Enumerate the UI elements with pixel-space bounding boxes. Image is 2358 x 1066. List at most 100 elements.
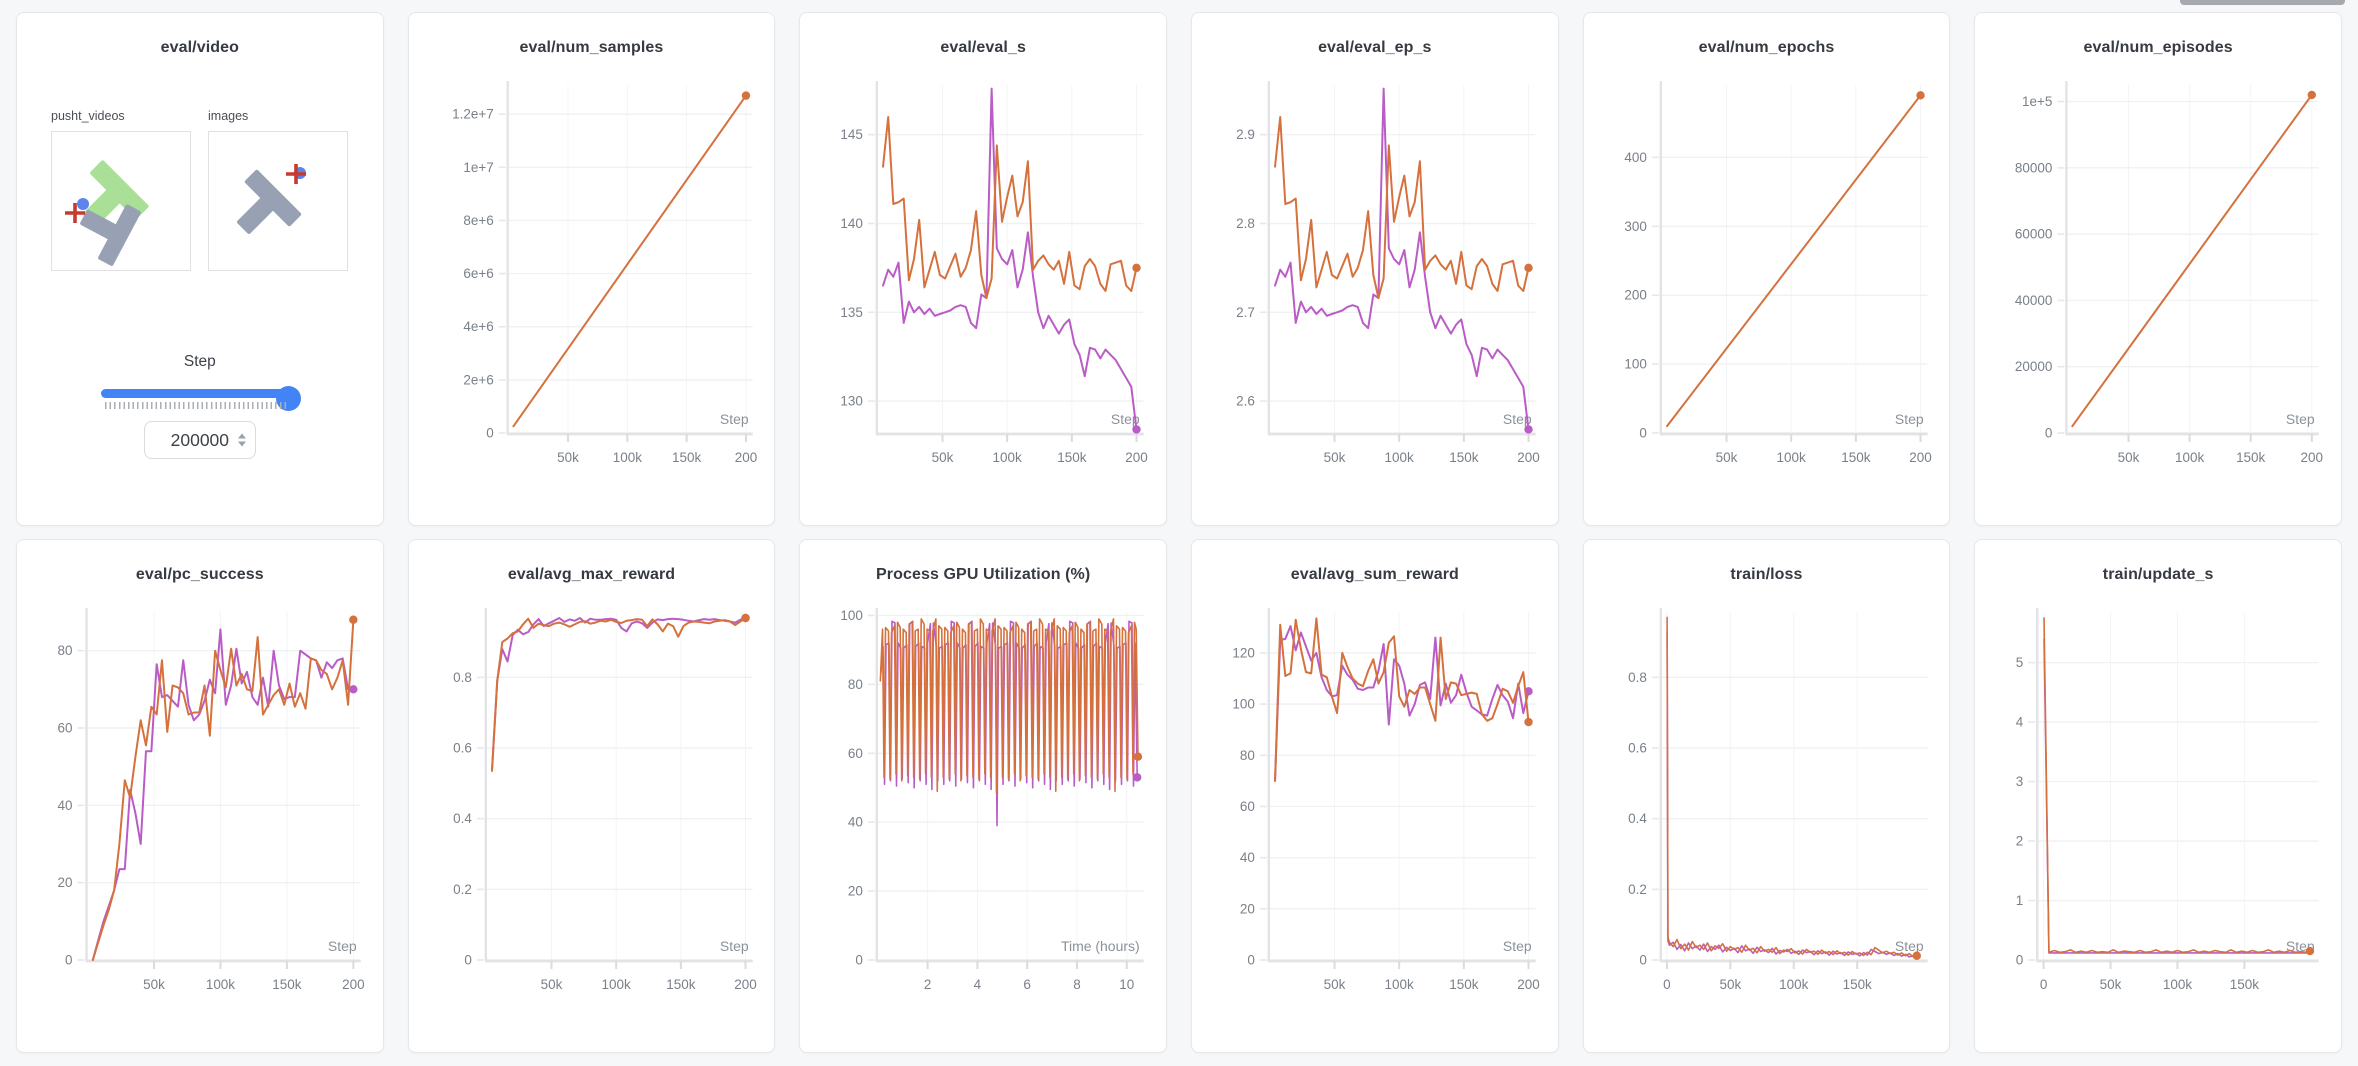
chart-process-gpu-utilization[interactable]: 0 20 40 60 80 100 2 4 6 8 10 Time (hours) xyxy=(800,588,1166,1040)
svg-text:Step: Step xyxy=(720,938,749,954)
svg-text:80: 80 xyxy=(848,677,863,692)
panel-eval-video: eval/video pusht_videos images xyxy=(16,12,384,526)
svg-text:20: 20 xyxy=(1240,901,1255,916)
svg-text:150k: 150k xyxy=(2236,450,2265,465)
chart-title: eval/avg_max_reward xyxy=(507,566,676,583)
svg-text:20: 20 xyxy=(58,875,73,890)
svg-text:Step: Step xyxy=(2286,411,2315,427)
stepper-down-icon[interactable] xyxy=(237,441,246,447)
svg-text:200: 200 xyxy=(1517,450,1539,465)
svg-text:Step: Step xyxy=(328,938,357,954)
svg-text:0.6: 0.6 xyxy=(1628,741,1647,756)
chart-title: train/update_s xyxy=(2102,566,2214,583)
chart-eval-eval-ep-s[interactable]: 2.6 2.7 2.8 2.9 50k 100k 150k 200 Step xyxy=(1192,61,1558,513)
svg-text:Step: Step xyxy=(1895,411,1924,427)
panel-eval-num-samples: eval/num_samples 0 2e+6 4e+6 6e+6 8e+6 1e+7 1.… xyxy=(407,12,776,526)
svg-text:50k: 50k xyxy=(540,977,562,992)
svg-text:150k: 150k xyxy=(1841,450,1870,465)
svg-text:5: 5 xyxy=(2016,655,2023,670)
chart-eval-num-samples[interactable]: 0 2e+6 4e+6 6e+6 8e+6 1e+7 1.2e+7 50k 100k 150k 20… xyxy=(409,61,775,513)
chart-eval-pc-success[interactable]: 0 20 40 60 80 50k 100k 150k 200 Step xyxy=(17,588,383,1040)
svg-text:2: 2 xyxy=(2016,834,2023,849)
svg-text:40: 40 xyxy=(848,815,863,830)
svg-text:80000: 80000 xyxy=(2015,160,2052,175)
chart-train-loss[interactable]: 0 0.2 0.4 0.6 0.8 0 50k 100k 150k Step xyxy=(1584,588,1950,1040)
svg-text:200: 200 xyxy=(1517,977,1539,992)
chart-eval-num-epochs[interactable]: 0 100 200 300 400 50k 100k 150k 200 Step xyxy=(1584,61,1950,513)
svg-text:0: 0 xyxy=(1247,952,1254,967)
svg-text:60: 60 xyxy=(58,720,73,735)
chart-title: eval/num_epochs xyxy=(1698,39,1835,56)
video-panel-title: eval/video xyxy=(160,39,240,56)
stepper-arrows[interactable] xyxy=(237,433,246,447)
svg-text:400: 400 xyxy=(1624,150,1646,165)
svg-text:50k: 50k xyxy=(1719,977,1741,992)
svg-text:40: 40 xyxy=(1240,850,1255,865)
svg-text:8: 8 xyxy=(1074,977,1081,992)
svg-text:0: 0 xyxy=(2016,952,2023,967)
chart-title: eval/num_samples xyxy=(519,39,664,56)
svg-text:150k: 150k xyxy=(672,450,701,465)
step-input-value: 200000 xyxy=(170,429,230,450)
svg-text:20000: 20000 xyxy=(2015,359,2052,374)
svg-text:60000: 60000 xyxy=(2015,227,2052,242)
images-thumbnail[interactable] xyxy=(208,131,348,271)
slider-tick-marks xyxy=(104,402,287,409)
svg-text:80: 80 xyxy=(58,643,73,658)
panel-eval-eval-ep-s: eval/eval_ep_s 2.6 2.7 2.8 2.9 50k 100k 150k 20… xyxy=(1190,12,1559,526)
svg-text:4: 4 xyxy=(974,977,982,992)
svg-text:0: 0 xyxy=(486,425,493,440)
stepper-up-icon[interactable] xyxy=(237,433,246,439)
svg-text:135: 135 xyxy=(841,305,863,320)
svg-text:50k: 50k xyxy=(143,977,165,992)
svg-text:200: 200 xyxy=(1126,450,1148,465)
pusht-video-thumbnail[interactable] xyxy=(51,131,191,271)
svg-text:60: 60 xyxy=(1240,799,1255,814)
svg-text:Step: Step xyxy=(1503,938,1532,954)
svg-text:100k: 100k xyxy=(1385,450,1414,465)
svg-text:100k: 100k xyxy=(1779,977,1808,992)
chart-eval-avg-sum-reward[interactable]: 0 20 40 60 80 100 120 50k 100k 150k 200 Step xyxy=(1192,588,1558,1040)
svg-text:200: 200 xyxy=(342,977,364,992)
svg-text:140: 140 xyxy=(841,216,863,231)
slider-track[interactable] xyxy=(100,385,301,411)
video-thumbnails: pusht_videos images xyxy=(17,109,383,309)
panel-eval-pc-success: eval/pc_success 0 20 40 60 80 50k 100k 150k 200 S… xyxy=(16,539,384,1053)
svg-text:4: 4 xyxy=(2016,715,2024,730)
step-input[interactable]: 200000 xyxy=(143,421,256,459)
svg-text:100k: 100k xyxy=(1385,977,1414,992)
svg-text:300: 300 xyxy=(1624,219,1646,234)
svg-text:60: 60 xyxy=(848,746,863,761)
svg-text:100k: 100k xyxy=(993,450,1022,465)
svg-text:0.8: 0.8 xyxy=(453,670,472,685)
svg-text:200: 200 xyxy=(1624,288,1646,303)
chart-title: train/loss xyxy=(1730,566,1803,583)
svg-text:8e+6: 8e+6 xyxy=(463,213,493,228)
chart-eval-avg-max-reward[interactable]: 0 0.2 0.4 0.6 0.8 50k 100k 150k 200 Step xyxy=(409,588,775,1040)
svg-text:0: 0 xyxy=(65,952,72,967)
panel-train-loss: train/loss 0 0.2 0.4 0.6 0.8 0 50k 100k 150k Step xyxy=(1582,539,1951,1053)
chart-eval-eval-s[interactable]: 130 135 140 145 50k 100k 150k 200 Step xyxy=(800,61,1166,513)
svg-text:200: 200 xyxy=(1909,450,1931,465)
svg-text:120: 120 xyxy=(1232,645,1254,660)
svg-text:4e+6: 4e+6 xyxy=(463,319,493,334)
chart-title: eval/eval_ep_s xyxy=(1318,39,1432,56)
svg-text:100: 100 xyxy=(1624,357,1646,372)
svg-text:Time (hours): Time (hours) xyxy=(1061,938,1140,954)
svg-text:2.6: 2.6 xyxy=(1236,394,1255,409)
svg-text:0.2: 0.2 xyxy=(453,882,472,897)
svg-text:200: 200 xyxy=(2301,450,2323,465)
svg-text:0: 0 xyxy=(2045,425,2052,440)
svg-text:145: 145 xyxy=(841,127,863,142)
svg-text:6: 6 xyxy=(1024,977,1031,992)
step-slider[interactable] xyxy=(100,385,301,415)
svg-text:100k: 100k xyxy=(612,450,641,465)
chart-title: eval/avg_sum_reward xyxy=(1290,566,1459,583)
chart-title: eval/pc_success xyxy=(135,566,264,583)
pusht-scene-graphic xyxy=(65,160,149,266)
svg-text:100: 100 xyxy=(841,608,863,623)
chart-eval-num-episodes[interactable]: 0 20000 40000 60000 80000 1e+5 50k 100k 150k 200 S… xyxy=(1975,61,2341,513)
svg-text:50k: 50k xyxy=(2100,977,2122,992)
chart-title: eval/num_episodes xyxy=(2083,39,2233,56)
